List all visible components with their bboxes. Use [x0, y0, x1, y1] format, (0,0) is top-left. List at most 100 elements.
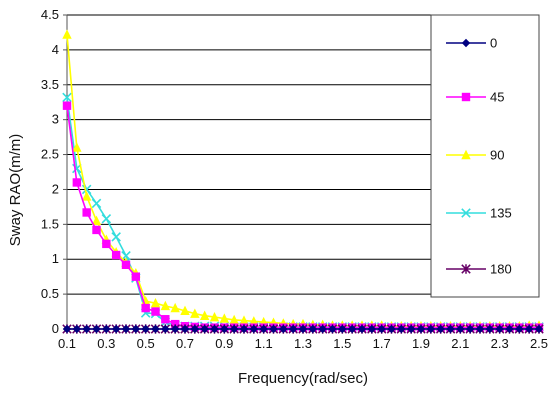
data-point — [151, 324, 160, 334]
data-point — [92, 225, 101, 235]
x-tick-label: 0.7 — [176, 336, 194, 351]
grid-lines — [67, 14, 539, 295]
data-point — [495, 324, 504, 334]
data-point — [229, 314, 239, 325]
x-tick-label: 2.5 — [530, 336, 548, 351]
data-point — [465, 324, 475, 334]
legend-label: 45 — [490, 90, 504, 105]
y-tick-label: 4 — [52, 42, 59, 57]
x-tick-label: 0.5 — [137, 336, 155, 351]
x-tick-label: 0.3 — [97, 336, 115, 351]
data-point — [200, 324, 209, 334]
data-point — [461, 92, 471, 102]
series-lines — [62, 29, 544, 334]
data-point — [160, 300, 171, 311]
data-point — [485, 324, 495, 334]
y-axis-title: Sway RAO(m/m) — [7, 134, 24, 247]
data-point — [406, 324, 416, 334]
legend-item-135: 135 — [446, 206, 512, 221]
legend-box — [430, 14, 540, 298]
data-point — [259, 324, 268, 334]
x-tick-label: 2.1 — [451, 336, 469, 351]
legend-label: 0 — [490, 36, 497, 51]
data-point — [161, 315, 170, 324]
data-point — [279, 324, 288, 334]
x-tick-label: 1.7 — [373, 336, 391, 351]
data-point — [298, 324, 308, 334]
data-point — [111, 324, 121, 334]
data-point — [82, 208, 91, 217]
data-point — [62, 101, 72, 110]
data-point — [456, 324, 465, 334]
y-tick-label: 3 — [52, 112, 59, 127]
legend-item-90: 90 — [446, 148, 504, 163]
legend: 0 45 90 135 180 — [430, 14, 540, 298]
data-point — [151, 307, 160, 316]
data-point — [269, 324, 278, 334]
data-point — [461, 149, 471, 160]
data-point — [150, 297, 161, 308]
data-point — [190, 324, 200, 334]
data-point — [72, 142, 82, 152]
data-point — [210, 324, 219, 334]
y-tick-label: 2.5 — [41, 147, 59, 162]
data-point — [229, 324, 239, 334]
data-point — [121, 260, 131, 270]
data-point — [338, 324, 347, 334]
data-point — [180, 305, 190, 316]
data-point — [72, 324, 82, 334]
data-point — [111, 250, 121, 260]
y-tick-label: 3.5 — [41, 77, 59, 92]
legend-label: 135 — [490, 206, 512, 221]
data-point — [121, 324, 131, 334]
data-point — [387, 324, 396, 334]
y-tick-labels: 0 0.5 1 1.5 2 2.5 3 3.5 4 4.5 — [41, 7, 67, 336]
data-point — [328, 324, 337, 334]
data-point — [220, 324, 229, 334]
data-point — [436, 324, 445, 334]
data-point — [62, 324, 72, 334]
data-point — [318, 324, 327, 334]
data-point — [62, 92, 72, 103]
data-point — [82, 324, 91, 334]
y-tick-label: 4.5 — [41, 7, 59, 22]
x-tick-label: 1.3 — [294, 336, 312, 351]
data-point — [72, 178, 82, 187]
data-point — [249, 324, 259, 334]
data-point — [170, 302, 180, 313]
data-point — [209, 311, 220, 322]
data-point — [92, 324, 101, 334]
data-point — [505, 324, 514, 334]
y-tick-label: 1 — [52, 251, 59, 266]
legend-label: 180 — [490, 262, 512, 277]
data-point — [446, 324, 455, 334]
data-point — [141, 324, 150, 334]
data-point — [91, 198, 102, 209]
y-tick-label: 2 — [52, 181, 59, 196]
data-point — [131, 324, 141, 334]
legend-item-180: 180 — [446, 262, 512, 277]
data-point — [288, 324, 298, 334]
x-tick-label: 1.5 — [333, 336, 351, 351]
x-tick-label: 0.1 — [58, 336, 76, 351]
data-point — [461, 38, 471, 48]
data-point — [170, 324, 180, 334]
x-tick-label: 1.1 — [255, 336, 273, 351]
data-point — [461, 208, 471, 218]
data-point — [377, 324, 386, 334]
data-point — [111, 232, 121, 242]
data-point — [81, 184, 92, 195]
data-point — [102, 324, 111, 334]
x-axis-title: Frequency(rad/sec) — [238, 370, 368, 387]
data-point — [397, 324, 406, 334]
data-point — [426, 324, 436, 334]
data-point — [367, 324, 377, 334]
data-point — [102, 239, 111, 249]
data-point — [141, 303, 150, 313]
data-point — [475, 324, 485, 334]
data-point — [62, 29, 72, 39]
data-point — [347, 324, 357, 334]
x-tick-labels: 0.1 0.3 0.5 0.7 0.9 1.1 1.3 1.5 1.7 1.9 2.1 2.3 2.5 — [58, 329, 548, 351]
data-point — [357, 324, 367, 334]
